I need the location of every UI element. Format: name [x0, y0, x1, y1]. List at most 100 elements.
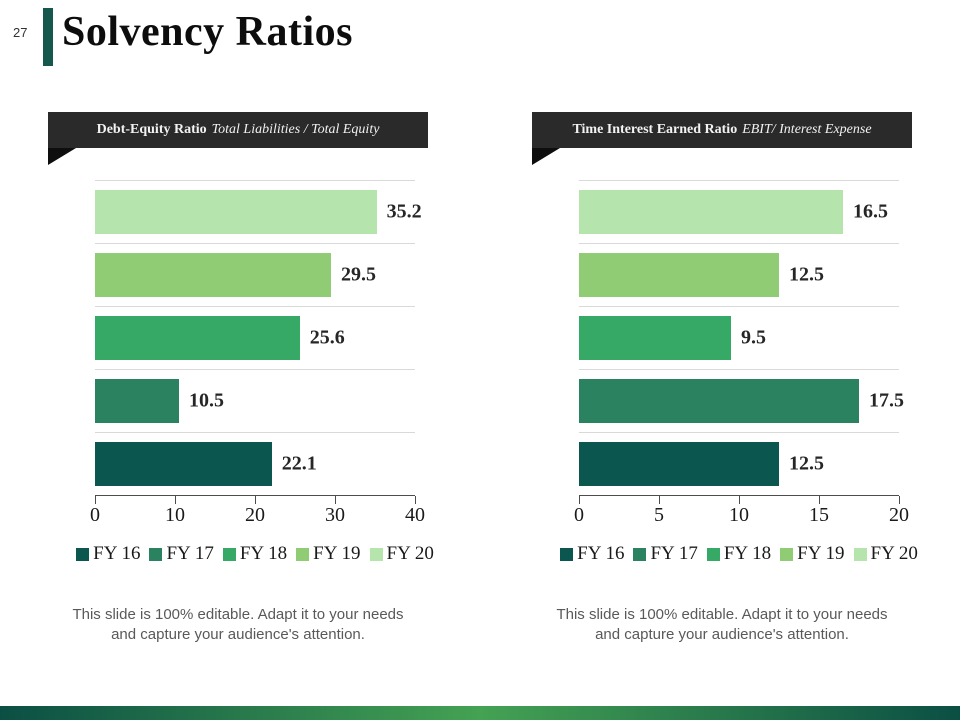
x-tick — [335, 496, 336, 504]
page-title: Solvency Ratios — [62, 9, 353, 55]
bar-value-label: 12.5 — [789, 452, 824, 475]
x-axis: 0 5 10 15 20 — [574, 495, 909, 529]
bar-row: 12.5 — [579, 432, 899, 495]
bar-value-label: 29.5 — [341, 263, 376, 286]
x-tick — [415, 496, 416, 504]
plot-area: 35.2 29.5 25.6 10.5 22.1 — [95, 180, 422, 495]
legend-item: FY 19 — [296, 543, 361, 565]
bar-row: 12.5 — [579, 243, 899, 306]
bar-value-label: 9.5 — [741, 326, 766, 349]
bar-fy16: 22.1 — [95, 442, 317, 486]
x-tick-label: 0 — [90, 504, 100, 526]
footer-note: This slide is 100% editable. Adapt it to… — [72, 606, 404, 643]
legend-item: FY 18 — [222, 543, 288, 565]
legend-label: FY 17 — [650, 543, 698, 564]
x-tick — [659, 496, 660, 504]
x-tick — [579, 496, 580, 504]
x-tick-label: 20 — [245, 504, 265, 526]
legend-swatch — [780, 547, 794, 561]
bar-fy19: 12.5 — [579, 253, 824, 297]
bar-fy20: 16.5 — [579, 190, 888, 234]
x-tick — [899, 496, 900, 504]
legend-item: FY 16 — [76, 543, 140, 565]
legend: FY 16 FY 17 FY 18 FY 19 FY 20 — [560, 543, 918, 565]
legend-swatch — [706, 547, 720, 561]
legend-swatch — [149, 547, 163, 561]
legend-swatch — [560, 547, 574, 561]
chart-header: Debt-Equity Ratio Total Liabilities / To… — [48, 112, 428, 165]
legend-label: FY 20 — [386, 543, 434, 564]
legend-item: FY 20 — [853, 543, 918, 565]
bar-row: 10.5 — [95, 369, 415, 432]
legend-swatch — [76, 547, 90, 561]
x-tick — [739, 496, 740, 504]
legend-label: FY 17 — [166, 543, 214, 564]
chart-panel-time-interest-earned: Time Interest Earned Ratio EBIT/ Interes… — [532, 112, 918, 645]
legend-label: FY 16 — [577, 543, 625, 564]
bar-value-label: 12.5 — [789, 263, 824, 286]
x-tick — [819, 496, 820, 504]
legend-swatch — [222, 547, 236, 561]
x-axis: 0 10 20 30 40 — [90, 495, 425, 529]
bar-value-label: 22.1 — [281, 452, 317, 475]
legend-label: FY 19 — [313, 543, 361, 564]
bar-value-label: 16.5 — [853, 200, 888, 223]
slide-number: 27 — [13, 25, 28, 40]
legend-label: FY 18 — [723, 543, 772, 564]
x-tick-label: 0 — [574, 504, 584, 526]
chart-title-italic: Total Liabilities / Total Equity — [211, 122, 380, 137]
x-tick-label: 5 — [654, 504, 664, 526]
title-accent-bar — [43, 8, 53, 66]
bar-value-label: 35.2 — [386, 200, 422, 223]
ribbon-fold — [532, 148, 560, 165]
bar-value-label: 25.6 — [309, 326, 345, 349]
bar-row: 9.5 — [579, 306, 899, 369]
bar-row: 35.2 — [95, 180, 422, 243]
x-tick — [175, 496, 176, 504]
legend-item: FY 17 — [633, 543, 698, 565]
plot-area: 16.5 12.5 9.5 17.5 12.5 — [579, 180, 904, 495]
bar-row: 22.1 — [95, 432, 415, 495]
legend-item: FY 18 — [706, 543, 772, 565]
chart-header: Time Interest Earned Ratio EBIT/ Interes… — [532, 112, 912, 165]
bar-fy16: 12.5 — [579, 442, 824, 486]
ribbon-fold — [48, 148, 76, 165]
chart-title-bold: Time Interest Earned Ratio — [572, 122, 738, 137]
x-tick — [255, 496, 256, 504]
bottom-decorative-bar — [0, 706, 960, 720]
chart-panel-debt-equity: Debt-Equity Ratio Total Liabilities / To… — [48, 112, 434, 645]
legend-item: FY 20 — [369, 543, 434, 565]
bar-fy18: 9.5 — [579, 316, 766, 360]
bar-row: 29.5 — [95, 243, 415, 306]
x-tick-label: 30 — [325, 504, 345, 526]
legend-swatch — [369, 547, 383, 561]
x-tick-label: 15 — [809, 504, 829, 526]
legend-item: FY 19 — [780, 543, 845, 565]
chart-title-bold: Debt-Equity Ratio — [96, 122, 207, 137]
legend-label: FY 20 — [870, 543, 918, 564]
bar-value-label: 17.5 — [869, 389, 904, 412]
x-tick-label: 20 — [889, 504, 909, 526]
x-tick-label: 10 — [729, 504, 749, 526]
x-tick-label: 10 — [165, 504, 185, 526]
legend-label: FY 19 — [797, 543, 845, 564]
legend-item: FY 17 — [149, 543, 214, 565]
chart-title-italic: EBIT/ Interest Expense — [742, 122, 872, 137]
bar-fy17: 10.5 — [95, 379, 224, 423]
bar-row: 16.5 — [579, 180, 899, 243]
x-tick — [95, 496, 96, 504]
bar-row: 25.6 — [95, 306, 415, 369]
bar-fy17: 17.5 — [579, 379, 904, 423]
legend-swatch — [633, 547, 647, 561]
legend: FY 16 FY 17 FY 18 FY 19 FY 20 — [76, 543, 434, 565]
bar-fy18: 25.6 — [95, 316, 345, 360]
bar-fy20: 35.2 — [95, 190, 422, 234]
legend-label: FY 18 — [239, 543, 288, 564]
bar-value-label: 10.5 — [189, 389, 224, 412]
bar-fy19: 29.5 — [95, 253, 376, 297]
legend-item: FY 16 — [560, 543, 624, 565]
footer-note: This slide is 100% editable. Adapt it to… — [556, 606, 888, 643]
x-tick-label: 40 — [405, 504, 425, 526]
legend-swatch — [853, 547, 867, 561]
